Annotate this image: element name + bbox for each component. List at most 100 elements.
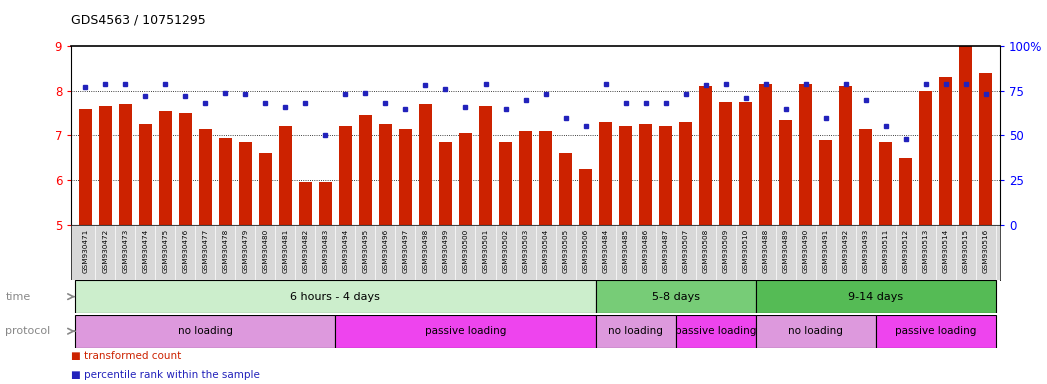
Text: GSM930480: GSM930480 xyxy=(263,229,268,273)
Bar xyxy=(919,91,932,225)
Bar xyxy=(219,137,231,225)
Text: ■ transformed count: ■ transformed count xyxy=(71,351,181,361)
Text: GSM930498: GSM930498 xyxy=(422,229,428,273)
Text: GSM930485: GSM930485 xyxy=(623,229,628,273)
Bar xyxy=(179,113,192,225)
Text: passive loading: passive loading xyxy=(675,326,756,336)
Bar xyxy=(875,315,996,348)
Text: GSM930489: GSM930489 xyxy=(783,229,788,273)
Text: GDS4563 / 10751295: GDS4563 / 10751295 xyxy=(71,14,206,27)
Bar xyxy=(298,182,312,225)
Bar xyxy=(98,106,112,225)
Text: GSM930500: GSM930500 xyxy=(463,229,468,273)
Bar xyxy=(439,142,452,225)
Text: GSM930513: GSM930513 xyxy=(922,229,929,273)
Text: GSM930497: GSM930497 xyxy=(402,229,408,273)
Text: GSM930490: GSM930490 xyxy=(803,229,808,273)
Text: GSM930473: GSM930473 xyxy=(122,229,128,273)
Bar xyxy=(199,129,211,225)
Text: 5-8 days: 5-8 days xyxy=(651,291,699,302)
Text: GSM930501: GSM930501 xyxy=(483,229,489,273)
Text: GSM930471: GSM930471 xyxy=(83,229,88,273)
Text: GSM930492: GSM930492 xyxy=(843,229,849,273)
Text: ■ percentile rank within the sample: ■ percentile rank within the sample xyxy=(71,370,260,380)
Text: GSM930487: GSM930487 xyxy=(663,229,669,273)
Bar xyxy=(319,182,332,225)
Bar xyxy=(756,280,996,313)
Text: GSM930493: GSM930493 xyxy=(863,229,869,273)
Bar xyxy=(335,315,596,348)
Text: GSM930496: GSM930496 xyxy=(382,229,388,273)
Text: GSM930477: GSM930477 xyxy=(202,229,208,273)
Bar xyxy=(539,131,552,225)
Bar xyxy=(979,73,993,225)
Text: passive loading: passive loading xyxy=(895,326,977,336)
Bar xyxy=(619,126,632,225)
Text: GSM930506: GSM930506 xyxy=(582,229,588,273)
Text: GSM930514: GSM930514 xyxy=(943,229,949,273)
Bar xyxy=(359,115,372,225)
Text: GSM930516: GSM930516 xyxy=(983,229,988,273)
Bar xyxy=(719,102,732,225)
Bar xyxy=(579,169,593,225)
Text: GSM930508: GSM930508 xyxy=(703,229,709,273)
Text: GSM930511: GSM930511 xyxy=(883,229,889,273)
Bar xyxy=(339,126,352,225)
Bar xyxy=(279,126,292,225)
Text: no loading: no loading xyxy=(178,326,232,336)
Text: no loading: no loading xyxy=(788,326,843,336)
Text: GSM930509: GSM930509 xyxy=(722,229,729,273)
Text: GSM930478: GSM930478 xyxy=(222,229,228,273)
Bar xyxy=(779,120,793,225)
Text: 9-14 days: 9-14 days xyxy=(848,291,904,302)
Bar xyxy=(459,133,472,225)
Text: protocol: protocol xyxy=(5,326,50,336)
Bar xyxy=(399,129,411,225)
Text: GSM930474: GSM930474 xyxy=(142,229,149,273)
Text: time: time xyxy=(5,291,30,302)
Bar xyxy=(840,86,852,225)
Bar xyxy=(739,102,752,225)
Bar xyxy=(959,46,973,225)
Text: GSM930479: GSM930479 xyxy=(242,229,248,273)
Text: GSM930491: GSM930491 xyxy=(823,229,829,273)
Text: GSM930472: GSM930472 xyxy=(103,229,108,273)
Bar xyxy=(75,280,596,313)
Text: GSM930475: GSM930475 xyxy=(162,229,169,273)
Bar xyxy=(639,124,652,225)
Text: GSM930502: GSM930502 xyxy=(503,229,509,273)
Text: GSM930503: GSM930503 xyxy=(522,229,529,273)
Text: GSM930494: GSM930494 xyxy=(342,229,349,273)
Text: passive loading: passive loading xyxy=(425,326,506,336)
Bar xyxy=(499,142,512,225)
Text: GSM930488: GSM930488 xyxy=(762,229,768,273)
Text: GSM930484: GSM930484 xyxy=(603,229,608,273)
Bar xyxy=(756,315,875,348)
Bar xyxy=(79,109,92,225)
Text: no loading: no loading xyxy=(608,326,663,336)
Text: GSM930505: GSM930505 xyxy=(562,229,569,273)
Text: GSM930486: GSM930486 xyxy=(643,229,649,273)
Text: GSM930483: GSM930483 xyxy=(322,229,329,273)
Bar xyxy=(596,280,756,313)
Bar xyxy=(879,142,892,225)
Bar xyxy=(759,84,773,225)
Bar xyxy=(899,158,912,225)
Bar xyxy=(799,84,812,225)
Text: GSM930507: GSM930507 xyxy=(683,229,689,273)
Text: GSM930482: GSM930482 xyxy=(303,229,309,273)
Text: GSM930495: GSM930495 xyxy=(362,229,369,273)
Bar xyxy=(259,153,272,225)
Bar xyxy=(159,111,172,225)
Bar xyxy=(699,86,712,225)
Text: 6 hours - 4 days: 6 hours - 4 days xyxy=(290,291,380,302)
Bar xyxy=(239,142,252,225)
Bar xyxy=(139,124,152,225)
Bar xyxy=(118,104,132,225)
Bar xyxy=(379,124,392,225)
Bar xyxy=(680,122,692,225)
Bar xyxy=(599,122,612,225)
Bar xyxy=(939,77,953,225)
Bar xyxy=(819,140,832,225)
Text: GSM930512: GSM930512 xyxy=(903,229,909,273)
